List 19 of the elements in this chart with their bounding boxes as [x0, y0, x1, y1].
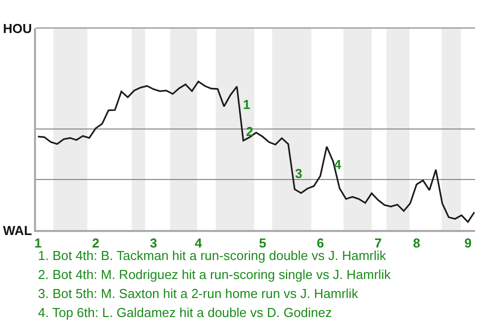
x-tick-label: 6	[316, 235, 324, 250]
x-tick-label: 3	[150, 235, 158, 250]
x-tick-label: 5	[258, 235, 266, 250]
x-tick-label: 1	[34, 235, 42, 250]
text: 3. Bot 5th: M. Saxton hit a 2-run home run vs J. Hamrlik	[38, 286, 359, 301]
text: HOU	[3, 21, 32, 36]
text: 1. Bot 4th: B. Tackman hit a run-scoring double vs J. Hamrlik	[38, 248, 387, 263]
x-tick-label: 4	[194, 235, 203, 250]
x-tick-label: 8	[412, 235, 420, 250]
x-tick-label: 2	[92, 235, 100, 250]
text: 2. Bot 4th: M. Rodriguez hit a run-scoring single vs J. Hamrlik	[38, 267, 392, 282]
x-tick-label: 7	[374, 235, 382, 250]
text: 4. Top 6th: L. Galdamez hit a double vs D. Godinez	[38, 305, 332, 320]
text: WAL	[3, 223, 32, 238]
annotation: 1	[243, 97, 250, 112]
annotation: 3	[295, 166, 302, 181]
annotation: 4	[334, 157, 342, 172]
annotation: 2	[246, 124, 254, 139]
x-tick-label: 9	[464, 235, 472, 250]
